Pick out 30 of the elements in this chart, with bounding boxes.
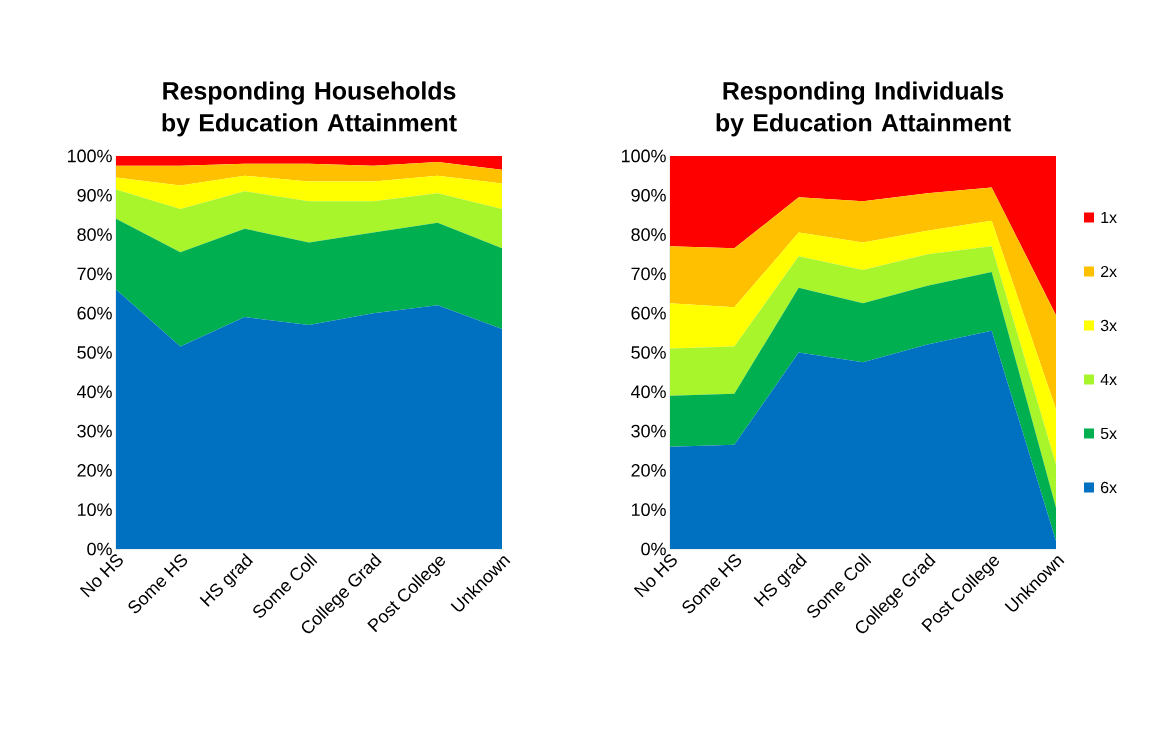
legend-label: 6x <box>1101 481 1117 494</box>
y-tick-label: 40% <box>77 385 112 399</box>
y-tick-label: 30% <box>631 424 666 438</box>
y-tick-label: 0% <box>87 542 112 556</box>
y-tick-label: 20% <box>631 464 666 477</box>
y-tick-label: 90% <box>77 188 112 202</box>
legend-label: 5x <box>1100 427 1117 440</box>
y-tick-label: 20% <box>77 464 112 477</box>
y-tick-label: 10% <box>631 503 666 517</box>
y-tick-label: 100% <box>621 149 666 163</box>
y-tick-label: 30% <box>77 424 112 438</box>
y-tick-label: 80% <box>631 228 666 241</box>
y-tick-label: 90% <box>631 188 666 202</box>
y-tick-label: 70% <box>77 267 112 281</box>
y-tick-label: 50% <box>77 346 112 359</box>
chart-title: Responding Individuals by Education Attainment <box>716 81 1011 137</box>
y-tick-label: 50% <box>631 346 666 359</box>
y-tick-label: 10% <box>77 503 112 517</box>
legend-label: 2x <box>1101 265 1117 278</box>
y-tick-label: 80% <box>77 228 112 241</box>
legend-label: 3x <box>1100 319 1117 332</box>
y-tick-label: 100% <box>67 149 112 163</box>
y-tick-label: 60% <box>77 306 112 320</box>
y-tick-label: 40% <box>631 385 666 399</box>
legend-label: 1x <box>1101 212 1117 223</box>
chart-title: Responding Households by Education Attainment <box>162 81 457 137</box>
y-tick-label: 70% <box>631 267 666 281</box>
y-tick-label: 0% <box>641 542 666 556</box>
legend-label: 4x <box>1100 374 1117 385</box>
y-tick-label: 60% <box>631 306 666 320</box>
